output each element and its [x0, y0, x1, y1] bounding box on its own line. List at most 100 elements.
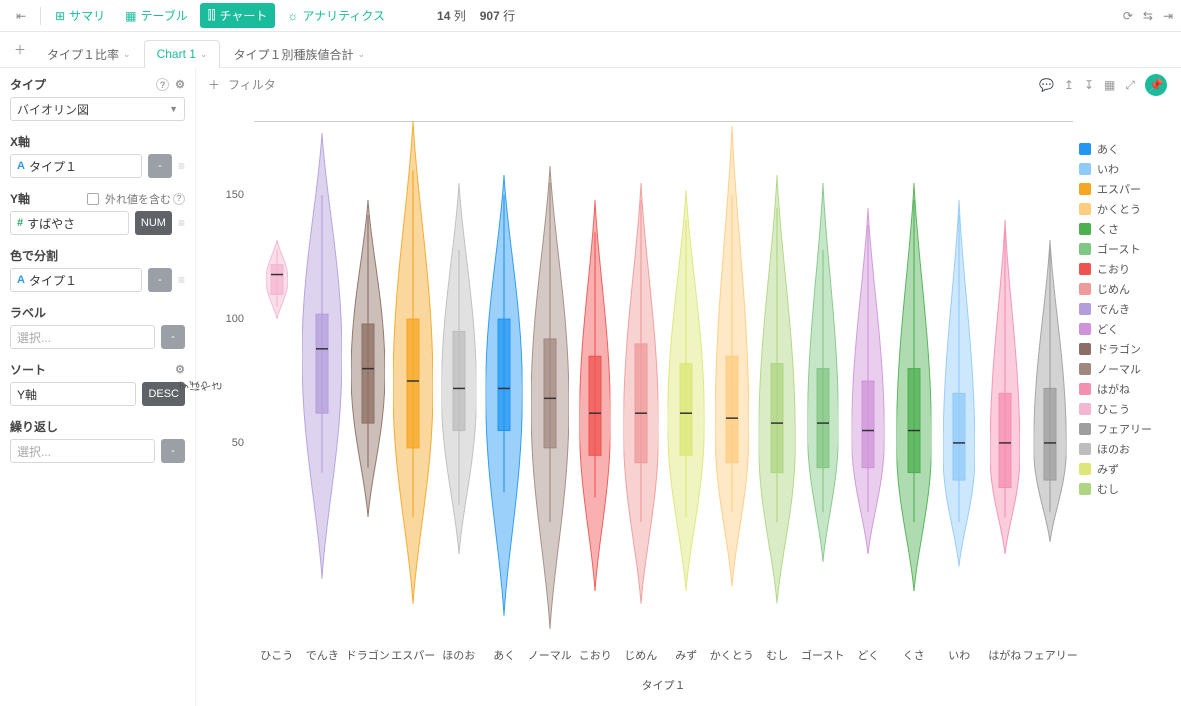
legend-label: ドラゴン: [1097, 341, 1141, 357]
xaxis-select[interactable]: Aタイプ１: [10, 154, 142, 178]
legend-item[interactable]: くさ: [1079, 221, 1169, 237]
legend-item[interactable]: でんき: [1079, 301, 1169, 317]
x-tick: ゴースト: [801, 647, 844, 663]
summary-label: サマリ: [69, 7, 105, 24]
legend-item[interactable]: エスパー: [1079, 181, 1169, 197]
legend-item[interactable]: ノーマル: [1079, 361, 1169, 377]
chart-tab[interactable]: ⫿⫿チャート: [200, 3, 276, 28]
legend-item[interactable]: ゴースト: [1079, 241, 1169, 257]
expand-icon[interactable]: ⤢: [1125, 78, 1135, 93]
legend-label: かくとう: [1097, 201, 1141, 217]
swap-icon[interactable]: ⇆: [1143, 9, 1153, 23]
legend-label: ひこう: [1097, 401, 1130, 417]
legend-label: むし: [1097, 481, 1119, 497]
legend-item[interactable]: はがね: [1079, 381, 1169, 397]
legend-item[interactable]: どく: [1079, 321, 1169, 337]
legend-label: でんき: [1097, 301, 1130, 317]
drag-icon[interactable]: ≡: [178, 216, 185, 230]
config-sidebar: タイプ ?⚙ バイオリン図▼ X軸 Aタイプ１ - ≡ Y軸 外れ値を含む ? …: [0, 68, 196, 706]
back-icon[interactable]: ⇤: [8, 5, 34, 27]
legend: あくいわエスパーかくとうくさゴーストこおりじめんでんきどくドラゴンノーマルはがね…: [1079, 101, 1169, 701]
legend-label: みず: [1097, 461, 1119, 477]
legend-swatch: [1079, 383, 1091, 395]
filter-label: フィルタ: [228, 76, 276, 93]
color-chip[interactable]: -: [148, 268, 172, 292]
add-filter-button[interactable]: ＋: [208, 76, 220, 93]
repeat-chip[interactable]: -: [161, 439, 185, 463]
outlier-checkbox[interactable]: [87, 193, 99, 205]
repeat-value: 選択...: [17, 443, 51, 460]
yaxis-value: すばやさ: [27, 215, 75, 232]
tab-label: タイプ１比率: [47, 46, 119, 63]
outlier-label: 外れ値を含む: [105, 191, 171, 207]
chart-subtab[interactable]: Chart 1⌄: [144, 40, 221, 68]
repeat-select[interactable]: 選択...: [10, 439, 155, 463]
legend-item[interactable]: フェアリー: [1079, 421, 1169, 437]
legend-swatch: [1079, 463, 1091, 475]
legend-item[interactable]: ひこう: [1079, 401, 1169, 417]
drag-icon[interactable]: ≡: [178, 159, 185, 173]
x-tick: ほのお: [442, 647, 475, 663]
legend-label: どく: [1097, 321, 1119, 337]
sort-select[interactable]: Y軸: [10, 382, 136, 406]
refresh-icon[interactable]: ⟳: [1123, 9, 1133, 23]
gear-icon[interactable]: ⚙: [175, 78, 185, 91]
legend-label: こおり: [1097, 261, 1130, 277]
legend-label: あく: [1097, 141, 1119, 157]
legend-label: じめん: [1097, 281, 1130, 297]
violin-plot[interactable]: すばやさ 50100150: [208, 101, 1079, 701]
legend-swatch: [1079, 323, 1091, 335]
legend-label: はがね: [1097, 381, 1130, 397]
y-axis-title: すばやさ: [178, 379, 222, 395]
tab-label: Chart 1: [157, 47, 196, 61]
grid-icon: ⊞: [55, 9, 65, 23]
xaxis-chip[interactable]: -: [148, 154, 172, 178]
legend-item[interactable]: いわ: [1079, 161, 1169, 177]
legend-swatch: [1079, 343, 1091, 355]
x-tick: ノーマル: [528, 647, 572, 663]
y-tick: 150: [226, 189, 244, 201]
gear-icon[interactable]: ⚙: [175, 363, 185, 376]
text-type-icon: A: [17, 160, 25, 172]
labelfield-value: 選択...: [17, 329, 51, 346]
charttype-label: タイプ: [10, 76, 46, 93]
x-tick: みず: [675, 647, 697, 663]
chart-subtab[interactable]: タイプ１別種族値合計⌄: [220, 40, 378, 68]
download-icon[interactable]: ↧: [1084, 78, 1094, 92]
yaxis-label: Y軸: [10, 190, 30, 207]
legend-item[interactable]: かくとう: [1079, 201, 1169, 217]
comment-icon[interactable]: 💬: [1039, 78, 1054, 92]
yaxis-select[interactable]: #すばやさ: [10, 211, 129, 235]
legend-item[interactable]: みず: [1079, 461, 1169, 477]
legend-item[interactable]: じめん: [1079, 281, 1169, 297]
x-tick: こおり: [579, 647, 612, 663]
legend-item[interactable]: むし: [1079, 481, 1169, 497]
table-tab[interactable]: ▦テーブル: [117, 3, 196, 28]
help-icon[interactable]: ?: [173, 193, 185, 205]
summary-tab[interactable]: ⊞ サマリ: [47, 3, 113, 28]
sort-value: Y軸: [17, 386, 37, 403]
help-icon[interactable]: ?: [156, 78, 169, 91]
legend-item[interactable]: ほのお: [1079, 441, 1169, 457]
analytics-tab[interactable]: ☼アナリティクス: [279, 3, 393, 28]
pin-button[interactable]: 📌: [1145, 74, 1167, 96]
yaxis-chip[interactable]: NUM: [135, 211, 172, 235]
violins-container: [254, 121, 1073, 641]
chart-icon: ⫿⫿: [208, 8, 216, 23]
legend-item[interactable]: ドラゴン: [1079, 341, 1169, 357]
labelfield-label: ラベル: [10, 304, 46, 321]
add-tab-button[interactable]: ＋: [8, 38, 32, 62]
legend-item[interactable]: こおり: [1079, 261, 1169, 277]
filter-bar: ＋ フィルタ: [208, 76, 1169, 93]
grid-icon[interactable]: ▦: [1104, 78, 1115, 92]
collapse-icon[interactable]: ⇥: [1163, 9, 1173, 23]
chart-subtab[interactable]: タイプ１比率⌄: [34, 40, 144, 68]
drag-icon[interactable]: ≡: [178, 273, 185, 287]
charttype-select[interactable]: バイオリン図▼: [10, 97, 185, 121]
color-select[interactable]: Aタイプ１: [10, 268, 142, 292]
upload-icon[interactable]: ↥: [1064, 78, 1074, 92]
labelfield-select[interactable]: 選択...: [10, 325, 155, 349]
x-tick: いわ: [948, 647, 970, 663]
labelfield-chip[interactable]: -: [161, 325, 185, 349]
legend-item[interactable]: あく: [1079, 141, 1169, 157]
